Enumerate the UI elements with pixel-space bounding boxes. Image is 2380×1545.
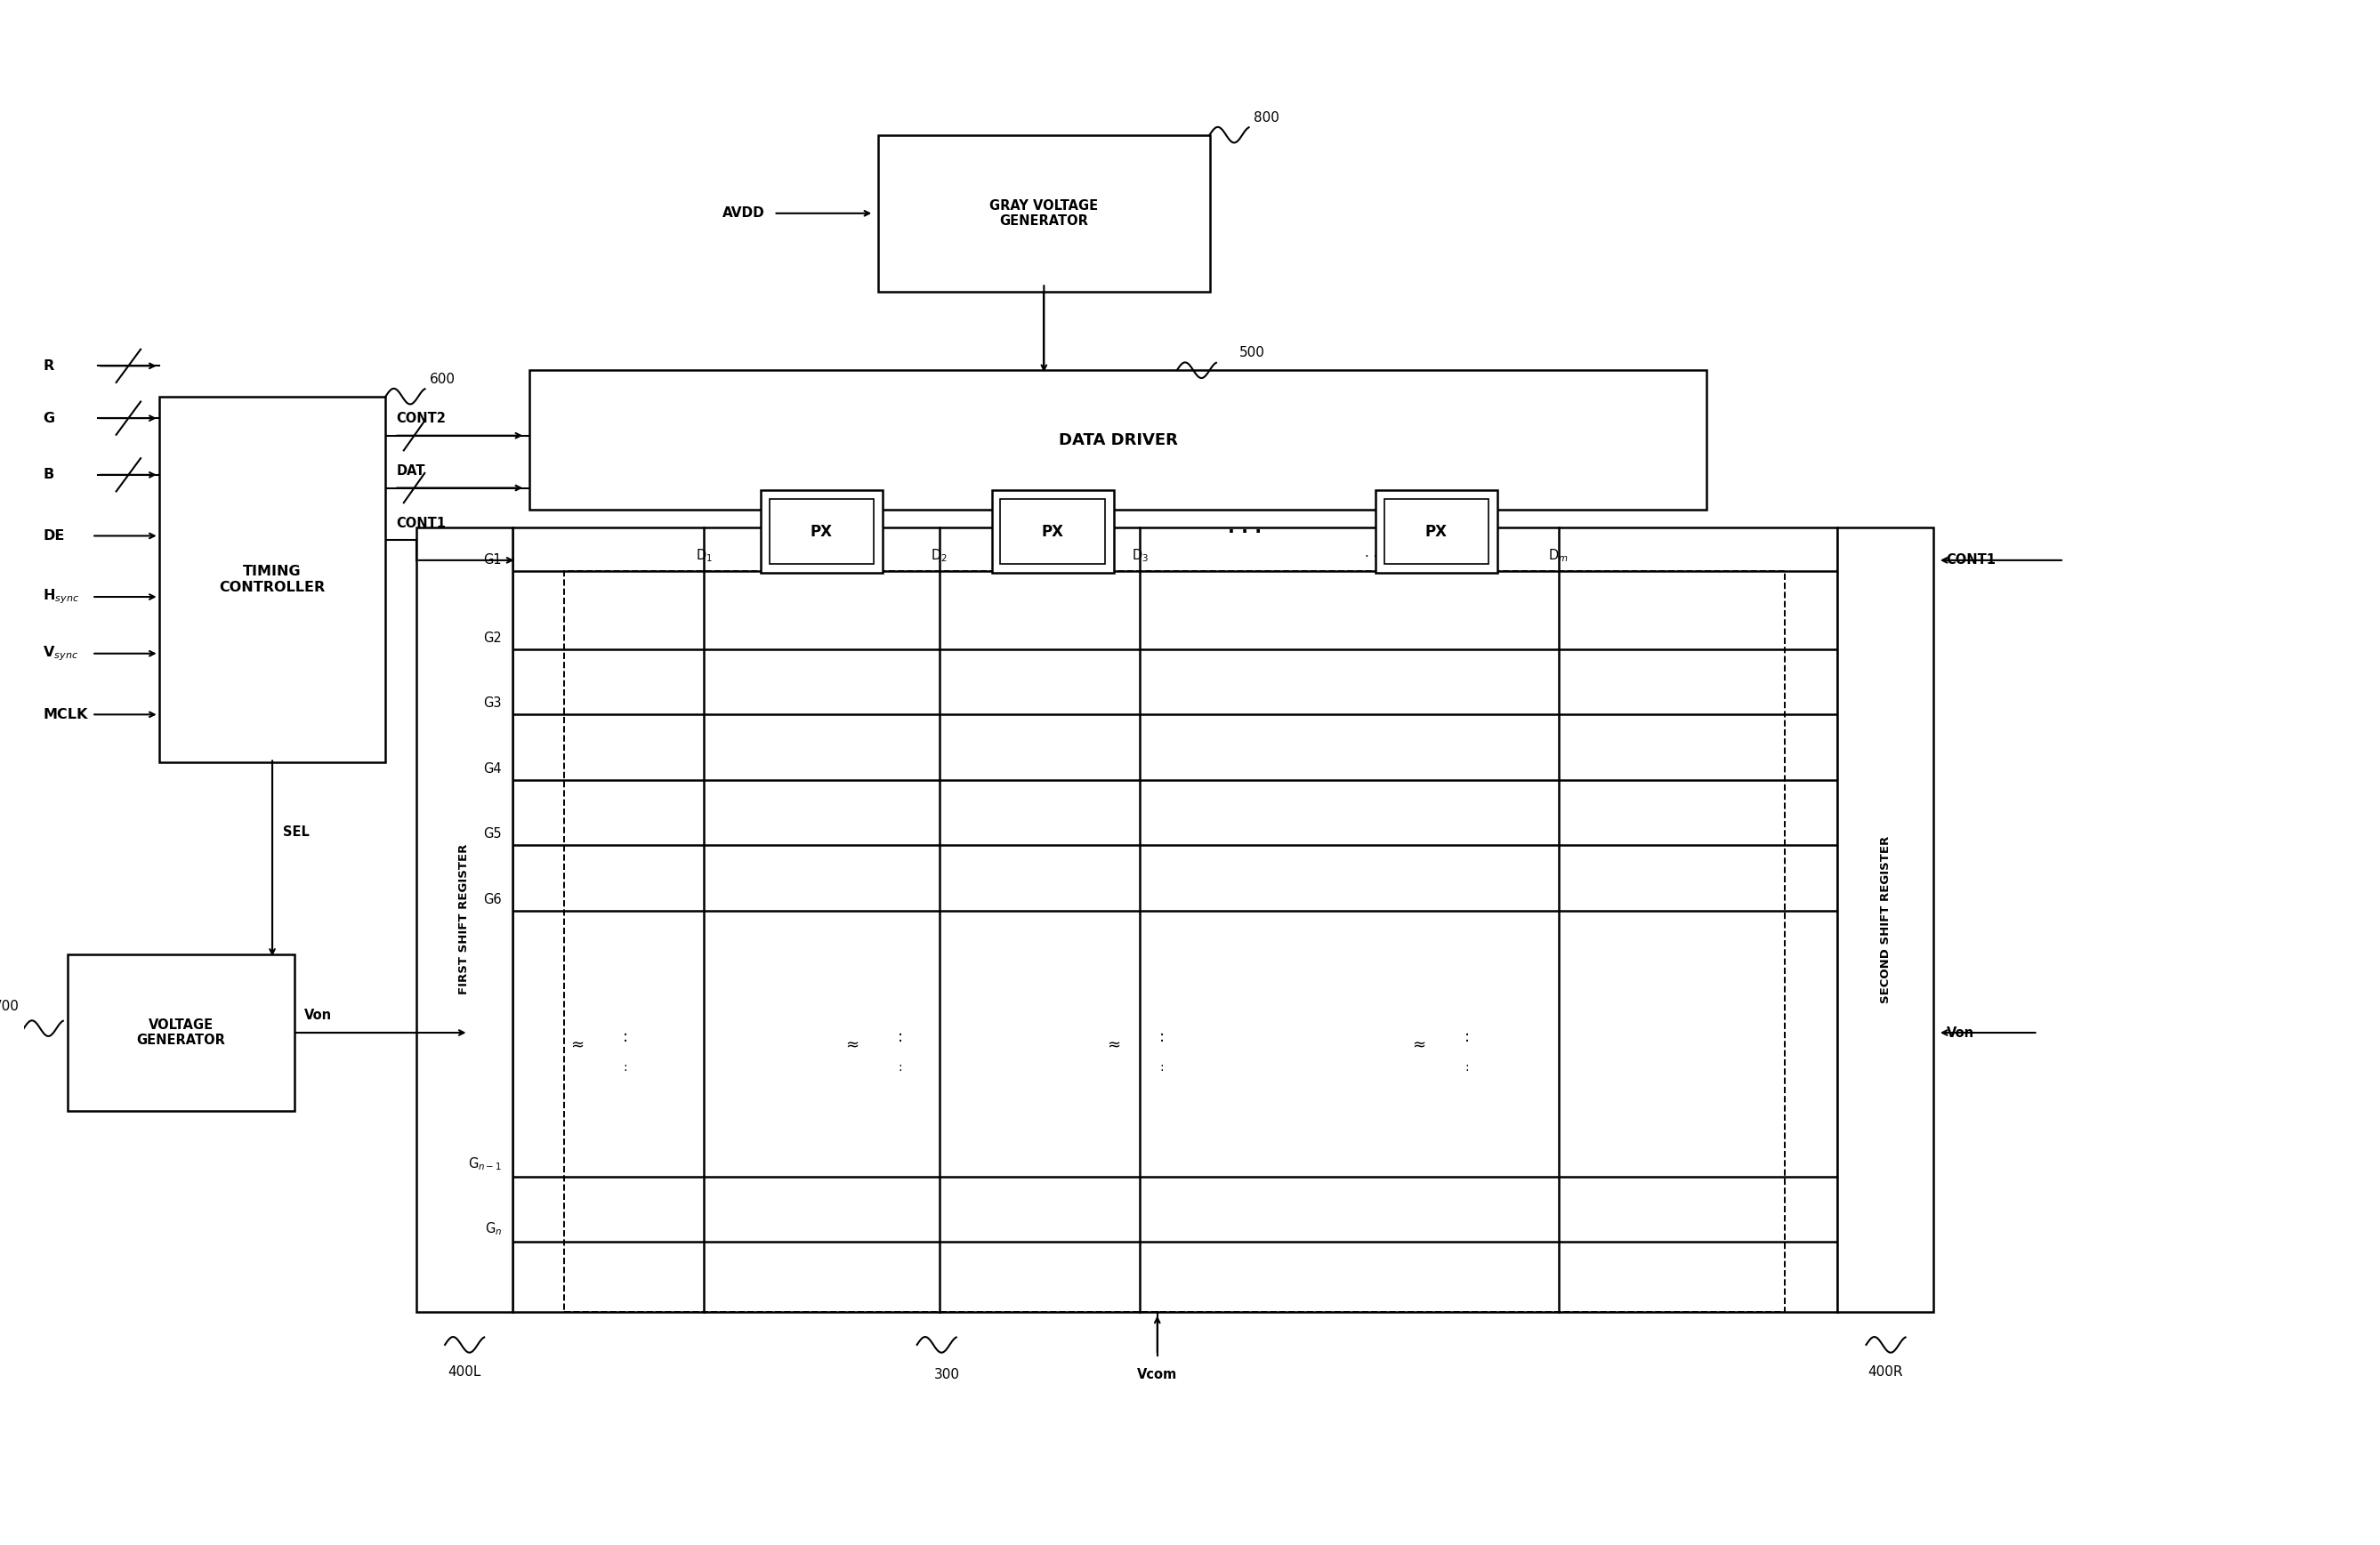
Text: VOLTAGE
GENERATOR: VOLTAGE GENERATOR bbox=[136, 1018, 226, 1048]
Text: SEL: SEL bbox=[283, 825, 309, 839]
Text: · · ·: · · · bbox=[1364, 550, 1385, 564]
Text: G1: G1 bbox=[483, 553, 502, 567]
Bar bbox=[416, 527, 512, 1312]
Bar bbox=[992, 490, 1114, 573]
Text: TIMING
CONTROLLER: TIMING CONTROLLER bbox=[219, 565, 326, 593]
Text: PX: PX bbox=[812, 524, 833, 539]
Text: :: : bbox=[624, 1061, 628, 1074]
Text: G5: G5 bbox=[483, 828, 502, 840]
Bar bbox=[769, 499, 873, 564]
Bar bbox=[878, 134, 1209, 292]
Text: G: G bbox=[43, 411, 55, 425]
Text: PX: PX bbox=[1426, 524, 1447, 539]
Text: FIRST SHIFT REGISTER: FIRST SHIFT REGISTER bbox=[459, 844, 469, 995]
Text: Vcom: Vcom bbox=[1138, 1369, 1178, 1381]
Text: CONT1: CONT1 bbox=[395, 516, 445, 530]
Text: 500: 500 bbox=[1240, 346, 1266, 360]
Text: 700: 700 bbox=[0, 1000, 19, 1014]
Text: :: : bbox=[897, 1061, 902, 1074]
Text: PX: PX bbox=[1042, 524, 1064, 539]
Text: Von: Von bbox=[305, 1009, 333, 1023]
Text: GRAY VOLTAGE
GENERATOR: GRAY VOLTAGE GENERATOR bbox=[990, 199, 1097, 227]
Text: DATA DRIVER: DATA DRIVER bbox=[1059, 433, 1178, 448]
Text: :: : bbox=[897, 1029, 902, 1044]
Text: ≈: ≈ bbox=[571, 1038, 583, 1054]
Text: G3: G3 bbox=[483, 697, 502, 711]
Text: B: B bbox=[43, 468, 55, 482]
Text: 300: 300 bbox=[933, 1369, 959, 1381]
Text: G4: G4 bbox=[483, 762, 502, 776]
Text: Von: Von bbox=[1947, 1026, 1973, 1040]
Text: ≈: ≈ bbox=[845, 1038, 859, 1054]
Text: V$_{sync}$: V$_{sync}$ bbox=[43, 644, 79, 663]
Bar bbox=[564, 570, 1785, 1312]
Text: 400R: 400R bbox=[1868, 1366, 1904, 1380]
Text: ≈: ≈ bbox=[1411, 1038, 1426, 1054]
Text: AVDD: AVDD bbox=[724, 207, 764, 219]
Bar bbox=[528, 371, 1706, 510]
Text: :: : bbox=[1464, 1029, 1468, 1044]
Text: G$_{n-1}$: G$_{n-1}$ bbox=[469, 1156, 502, 1173]
Text: G$_n$: G$_n$ bbox=[486, 1221, 502, 1238]
Text: :: : bbox=[1159, 1029, 1164, 1044]
Bar bbox=[1385, 499, 1488, 564]
Text: D$_m$: D$_m$ bbox=[1549, 547, 1568, 564]
Text: :: : bbox=[1464, 1061, 1468, 1074]
Text: H$_{sync}$: H$_{sync}$ bbox=[43, 587, 79, 606]
Text: CONT1: CONT1 bbox=[1947, 553, 1997, 567]
Bar bbox=[159, 397, 386, 763]
Text: 600: 600 bbox=[428, 372, 455, 386]
Text: 400L: 400L bbox=[447, 1366, 481, 1380]
Text: :: : bbox=[1159, 1061, 1164, 1074]
Bar bbox=[1000, 499, 1104, 564]
Text: :: : bbox=[624, 1029, 628, 1044]
Text: G2: G2 bbox=[483, 632, 502, 644]
Text: R: R bbox=[43, 358, 55, 372]
Text: 800: 800 bbox=[1254, 111, 1278, 125]
Text: D$_2$: D$_2$ bbox=[931, 547, 947, 564]
Text: D$_1$: D$_1$ bbox=[695, 547, 712, 564]
Bar bbox=[1376, 490, 1497, 573]
Text: D$_3$: D$_3$ bbox=[1130, 547, 1147, 564]
Text: CONT2: CONT2 bbox=[395, 413, 445, 425]
Text: G6: G6 bbox=[483, 893, 502, 907]
Text: MCLK: MCLK bbox=[43, 708, 88, 722]
Bar bbox=[512, 527, 1837, 1312]
Text: ≈: ≈ bbox=[1107, 1038, 1121, 1054]
Text: DAT: DAT bbox=[395, 464, 426, 477]
Text: DE: DE bbox=[43, 530, 64, 542]
Bar bbox=[1837, 527, 1933, 1312]
Bar bbox=[67, 955, 295, 1111]
Text: SECOND SHIFT REGISTER: SECOND SHIFT REGISTER bbox=[1880, 836, 1892, 1003]
Bar bbox=[762, 490, 883, 573]
Text: · · ·: · · · bbox=[1228, 522, 1261, 541]
